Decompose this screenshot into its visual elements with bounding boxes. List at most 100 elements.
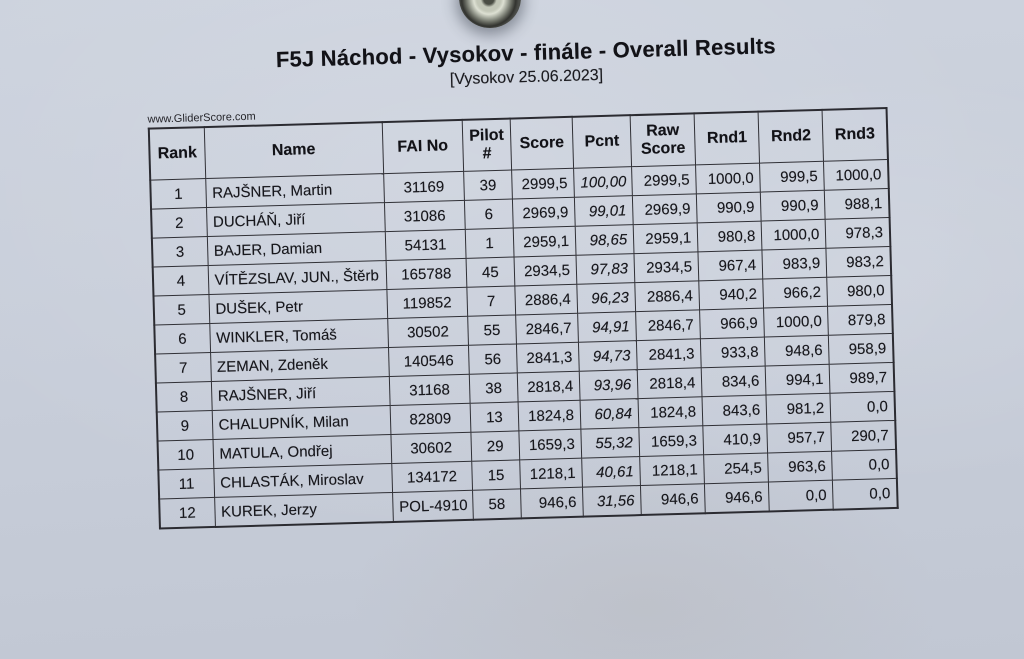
cell-raw-score: 2969,9 xyxy=(632,193,698,225)
cell-rank: 12 xyxy=(159,497,216,529)
cell-rnd2: 983,9 xyxy=(762,248,828,280)
pin-magnet xyxy=(459,0,521,28)
cell-pcnt: 100,00 xyxy=(573,166,633,198)
cell-rnd2: 1000,0 xyxy=(763,306,829,338)
cell-pcnt: 60,84 xyxy=(580,398,639,430)
cell-rnd1: 933,8 xyxy=(700,337,766,368)
cell-rnd3: 983,2 xyxy=(826,246,892,278)
cell-pilot-number: 13 xyxy=(469,401,519,433)
cell-pcnt: 97,83 xyxy=(576,253,635,285)
cell-raw-score: 2934,5 xyxy=(634,251,699,283)
cell-score: 946,6 xyxy=(520,487,584,519)
cell-rnd1: 946,6 xyxy=(704,481,770,514)
cell-pilot-number: 55 xyxy=(467,314,517,346)
cell-score: 1218,1 xyxy=(519,458,583,489)
cell-raw-score: 2846,7 xyxy=(635,309,701,341)
column-header-pcnt: Pcnt xyxy=(572,115,632,169)
cell-rank: 7 xyxy=(155,352,211,384)
cell-rank: 10 xyxy=(157,439,214,471)
cell-pilot-number: 38 xyxy=(469,372,519,404)
cell-pilot-number: 56 xyxy=(468,343,518,375)
cell-raw-score: 2841,3 xyxy=(636,338,702,370)
cell-fai-no: 119852 xyxy=(386,287,468,319)
cell-rnd2: 1000,0 xyxy=(761,219,827,251)
cell-rank: 1 xyxy=(150,178,207,210)
cell-rank: 2 xyxy=(151,207,207,239)
cell-raw-score: 2886,4 xyxy=(634,280,700,312)
cell-score: 1824,8 xyxy=(518,400,581,431)
cell-rnd3: 988,1 xyxy=(824,188,890,220)
cell-fai-no: 31168 xyxy=(389,374,470,406)
cell-rnd3: 978,3 xyxy=(825,217,891,249)
cell-raw-score: 1659,3 xyxy=(638,425,704,457)
cell-rnd2: 948,6 xyxy=(764,335,830,367)
cell-rank: 3 xyxy=(151,236,208,268)
cell-fai-no: 54131 xyxy=(385,229,466,261)
cell-rnd3: 0,0 xyxy=(831,449,897,481)
cell-rnd2: 999,5 xyxy=(759,161,825,193)
cell-fai-no: 140546 xyxy=(388,345,470,377)
cell-rnd3: 958,9 xyxy=(828,333,894,365)
cell-rank: 4 xyxy=(152,265,209,297)
cell-pcnt: 98,65 xyxy=(575,224,635,256)
cell-rnd3: 290,7 xyxy=(831,420,897,452)
cell-rnd2: 966,2 xyxy=(763,277,828,309)
cell-score: 2846,7 xyxy=(515,313,579,344)
cell-rnd3: 0,0 xyxy=(832,478,898,510)
cell-fai-no: 30602 xyxy=(390,432,472,464)
cell-rnd3: 989,7 xyxy=(829,362,895,394)
cell-rank: 11 xyxy=(158,468,215,499)
cell-rnd3: 1000,0 xyxy=(823,159,889,191)
cell-raw-score: 946,6 xyxy=(640,483,706,516)
cell-raw-score: 2999,5 xyxy=(631,164,697,196)
cell-rnd1: 1000,0 xyxy=(695,163,761,194)
cell-fai-no: 134172 xyxy=(391,461,473,493)
cell-rnd3: 980,0 xyxy=(827,275,893,307)
column-header-rank: Rank xyxy=(148,127,206,181)
cell-pilot-number: 58 xyxy=(472,488,522,520)
cell-rank: 9 xyxy=(156,410,213,442)
cell-pcnt: 94,73 xyxy=(578,340,638,372)
column-header-rnd2: Rnd2 xyxy=(758,109,824,164)
cell-rnd2: 981,2 xyxy=(766,393,832,424)
cell-rank: 6 xyxy=(154,323,211,355)
cell-rnd1: 834,6 xyxy=(701,366,767,397)
column-header-name: Name xyxy=(203,122,384,179)
cell-rnd1: 966,9 xyxy=(699,308,765,339)
cell-pcnt: 96,23 xyxy=(576,282,636,314)
cell-pcnt: 93,96 xyxy=(579,369,639,401)
cell-pilot-number: 15 xyxy=(471,459,521,491)
cell-rnd3: 879,8 xyxy=(827,304,893,336)
cell-score: 2841,3 xyxy=(516,342,580,373)
cell-pilot-number: 45 xyxy=(465,256,515,288)
cell-rank: 8 xyxy=(155,381,212,413)
cell-raw-score: 2818,4 xyxy=(637,367,703,399)
cell-fai-no: 165788 xyxy=(385,258,467,290)
cell-rnd2: 990,9 xyxy=(760,190,826,222)
cell-raw-score: 2959,1 xyxy=(633,222,699,254)
cell-rnd3: 0,0 xyxy=(830,391,896,423)
column-header-pilot-number: Pilot # xyxy=(462,118,512,172)
cell-fai-no: 30502 xyxy=(387,316,469,348)
cell-fai-no: POL-4910 xyxy=(392,490,474,522)
cell-raw-score: 1824,8 xyxy=(638,396,704,428)
cell-score: 2818,4 xyxy=(517,371,581,402)
column-header-score: Score xyxy=(510,116,574,171)
cell-pilot-number: 39 xyxy=(463,170,513,201)
cell-rank: 5 xyxy=(153,294,210,326)
cell-pilot-number: 1 xyxy=(465,228,514,259)
cell-fai-no: 82809 xyxy=(389,403,471,435)
cell-rnd1: 843,6 xyxy=(702,395,768,426)
cell-rnd2: 963,6 xyxy=(767,451,833,482)
cell-pcnt: 31,56 xyxy=(582,485,642,517)
cell-name: KUREK, Jerzy xyxy=(214,492,394,527)
cell-fai-no: 31086 xyxy=(384,200,466,232)
cell-score: 2934,5 xyxy=(513,255,577,286)
cell-score: 2999,5 xyxy=(511,168,575,200)
cell-pcnt: 94,91 xyxy=(577,311,637,343)
column-header-rnd3: Rnd3 xyxy=(822,108,888,162)
cell-pilot-number: 6 xyxy=(464,199,514,230)
cell-pilot-number: 29 xyxy=(470,430,520,462)
cell-rnd2: 994,1 xyxy=(765,364,831,396)
